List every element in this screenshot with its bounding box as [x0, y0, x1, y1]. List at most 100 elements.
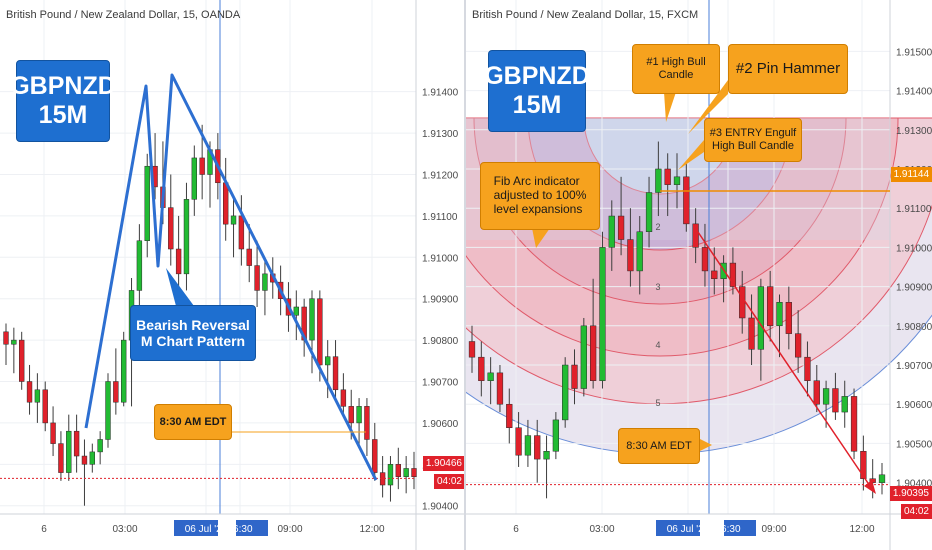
- candle: [673, 176, 681, 185]
- candle: [113, 381, 119, 403]
- x-tick-label: 12:00: [359, 524, 384, 535]
- candle: [487, 372, 494, 381]
- candle: [608, 215, 615, 248]
- y-tick-label: 1.91200: [422, 170, 459, 181]
- candle: [387, 464, 394, 486]
- candle: [168, 207, 174, 250]
- candle: [183, 199, 190, 275]
- candle: [841, 396, 848, 413]
- candle: [767, 286, 774, 327]
- y-tick-label: 1.90700: [896, 361, 932, 372]
- candle: [262, 273, 268, 291]
- candle: [340, 389, 347, 407]
- candle: [524, 435, 532, 456]
- y-tick-label: 1.91000: [896, 243, 932, 254]
- y-tick-label: 1.90700: [422, 378, 459, 389]
- candle: [804, 356, 811, 381]
- candle: [19, 339, 25, 382]
- current-price-tag-right: 1.90395: [889, 486, 932, 501]
- candle: [144, 165, 150, 241]
- y-tick-label: 1.90800: [896, 322, 932, 333]
- candle: [636, 231, 643, 272]
- entry-label: #3 ENTRY Engulf High Bull Candle: [704, 118, 802, 162]
- candle: [73, 430, 80, 457]
- time-pointer: [698, 438, 712, 452]
- candle: [683, 176, 690, 225]
- pattern-label: Bearish Reversal M Chart Pattern: [130, 305, 256, 361]
- symbol-label-left: GBPNZD 15M: [10, 60, 116, 142]
- y-tick-label: 1.90900: [422, 295, 459, 306]
- candle: [34, 389, 41, 403]
- x-tick-label: 09:00: [277, 524, 302, 535]
- candle: [50, 422, 56, 444]
- chart-title-left: British Pound / New Zealand Dollar, 15, …: [6, 9, 241, 21]
- y-tick-label: 1.91400: [422, 88, 459, 99]
- fib-level-label: 5: [655, 398, 660, 408]
- candle: [655, 168, 662, 193]
- y-tick-label: 1.90800: [422, 336, 459, 347]
- candle: [81, 455, 88, 465]
- y-tick-label: 1.91100: [422, 212, 458, 223]
- candle: [850, 396, 858, 452]
- candle: [395, 464, 401, 477]
- candle: [506, 403, 513, 428]
- candle: [348, 406, 354, 424]
- candle: [26, 381, 33, 403]
- candle: [66, 430, 72, 473]
- panel-divider[interactable]: [464, 0, 466, 550]
- fib-note-pointer: [532, 228, 550, 248]
- m-pattern-line: [84, 73, 378, 481]
- candle: [785, 302, 792, 334]
- candle: [238, 215, 245, 250]
- pattern-pointer: [166, 268, 194, 306]
- candle: [776, 302, 783, 327]
- fib-level-label: 4: [655, 340, 660, 350]
- symbol-label-right: GBPNZD 15M: [484, 50, 590, 132]
- candle: [356, 406, 362, 424]
- y-tick-label: 1.90600: [422, 419, 459, 430]
- chart-panel-right[interactable]: 1.915001.914001.913001.912001.911001.910…: [466, 0, 932, 550]
- candle: [199, 157, 205, 175]
- trend-arrow: [697, 231, 871, 487]
- chart-panel-left[interactable]: 1.91400 1.91300 1.91200 1.91100 1.91000 1.909…: [0, 0, 465, 550]
- y-tick-label: 1.91500: [896, 47, 932, 58]
- candle: [692, 223, 699, 248]
- y-tick-label: 1.90900: [896, 283, 932, 294]
- high-bull-label: #1 High Bull Candle: [632, 44, 720, 94]
- candle: [372, 439, 378, 473]
- candle: [478, 356, 485, 381]
- candle: [246, 248, 252, 266]
- candle: [325, 356, 331, 366]
- date-highlight: [656, 520, 700, 536]
- candle: [293, 306, 299, 316]
- candle: [701, 247, 709, 272]
- candle: [757, 286, 765, 350]
- candle: [105, 381, 111, 440]
- candle: [317, 298, 323, 366]
- candle: [254, 265, 260, 291]
- y-tick-label: 1.91400: [896, 87, 932, 98]
- candle: [58, 443, 64, 473]
- candle: [121, 339, 127, 403]
- y-tick-label: 1.90400: [896, 479, 932, 490]
- fib-level-label: 3: [655, 282, 660, 292]
- x-tick-label: 6: [41, 524, 47, 535]
- candle: [364, 406, 370, 440]
- candle: [543, 451, 550, 460]
- x-tick-label: 06:30: [227, 524, 252, 535]
- date-highlight: [236, 520, 268, 536]
- candle: [175, 248, 182, 275]
- candle: [878, 474, 886, 483]
- candle: [332, 356, 339, 391]
- candle: [748, 317, 755, 350]
- current-price-tag-left: 1.90466: [422, 456, 465, 471]
- y-tick-label: 1.91300: [896, 126, 932, 137]
- candle: [571, 364, 578, 389]
- candle: [711, 270, 718, 280]
- candle: [552, 419, 560, 452]
- x-tick-label: 12:00: [849, 524, 874, 535]
- candle: [468, 341, 476, 358]
- candle: [729, 262, 737, 287]
- y-tick-label: 1.90600: [896, 400, 932, 411]
- candle: [411, 468, 417, 477]
